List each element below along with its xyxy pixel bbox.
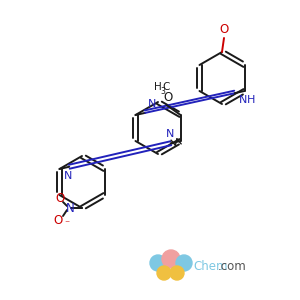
Circle shape [162, 250, 180, 268]
Text: H: H [154, 82, 161, 92]
Text: Chem: Chem [193, 260, 227, 272]
Text: C: C [163, 82, 170, 92]
Text: O: O [163, 91, 172, 104]
Text: N: N [166, 129, 174, 139]
Circle shape [157, 266, 171, 280]
Text: 3: 3 [160, 87, 165, 96]
Text: N: N [148, 99, 157, 109]
Circle shape [170, 266, 184, 280]
Text: H: H [247, 95, 255, 105]
Circle shape [176, 255, 192, 271]
Circle shape [150, 255, 166, 271]
Text: O: O [219, 23, 229, 36]
Text: O: O [53, 214, 63, 226]
Text: .com: .com [218, 260, 247, 272]
Text: N: N [239, 95, 247, 105]
Text: O: O [56, 193, 64, 206]
Text: N: N [64, 171, 72, 181]
Text: N: N [66, 202, 74, 214]
Text: ⁻: ⁻ [64, 219, 69, 229]
